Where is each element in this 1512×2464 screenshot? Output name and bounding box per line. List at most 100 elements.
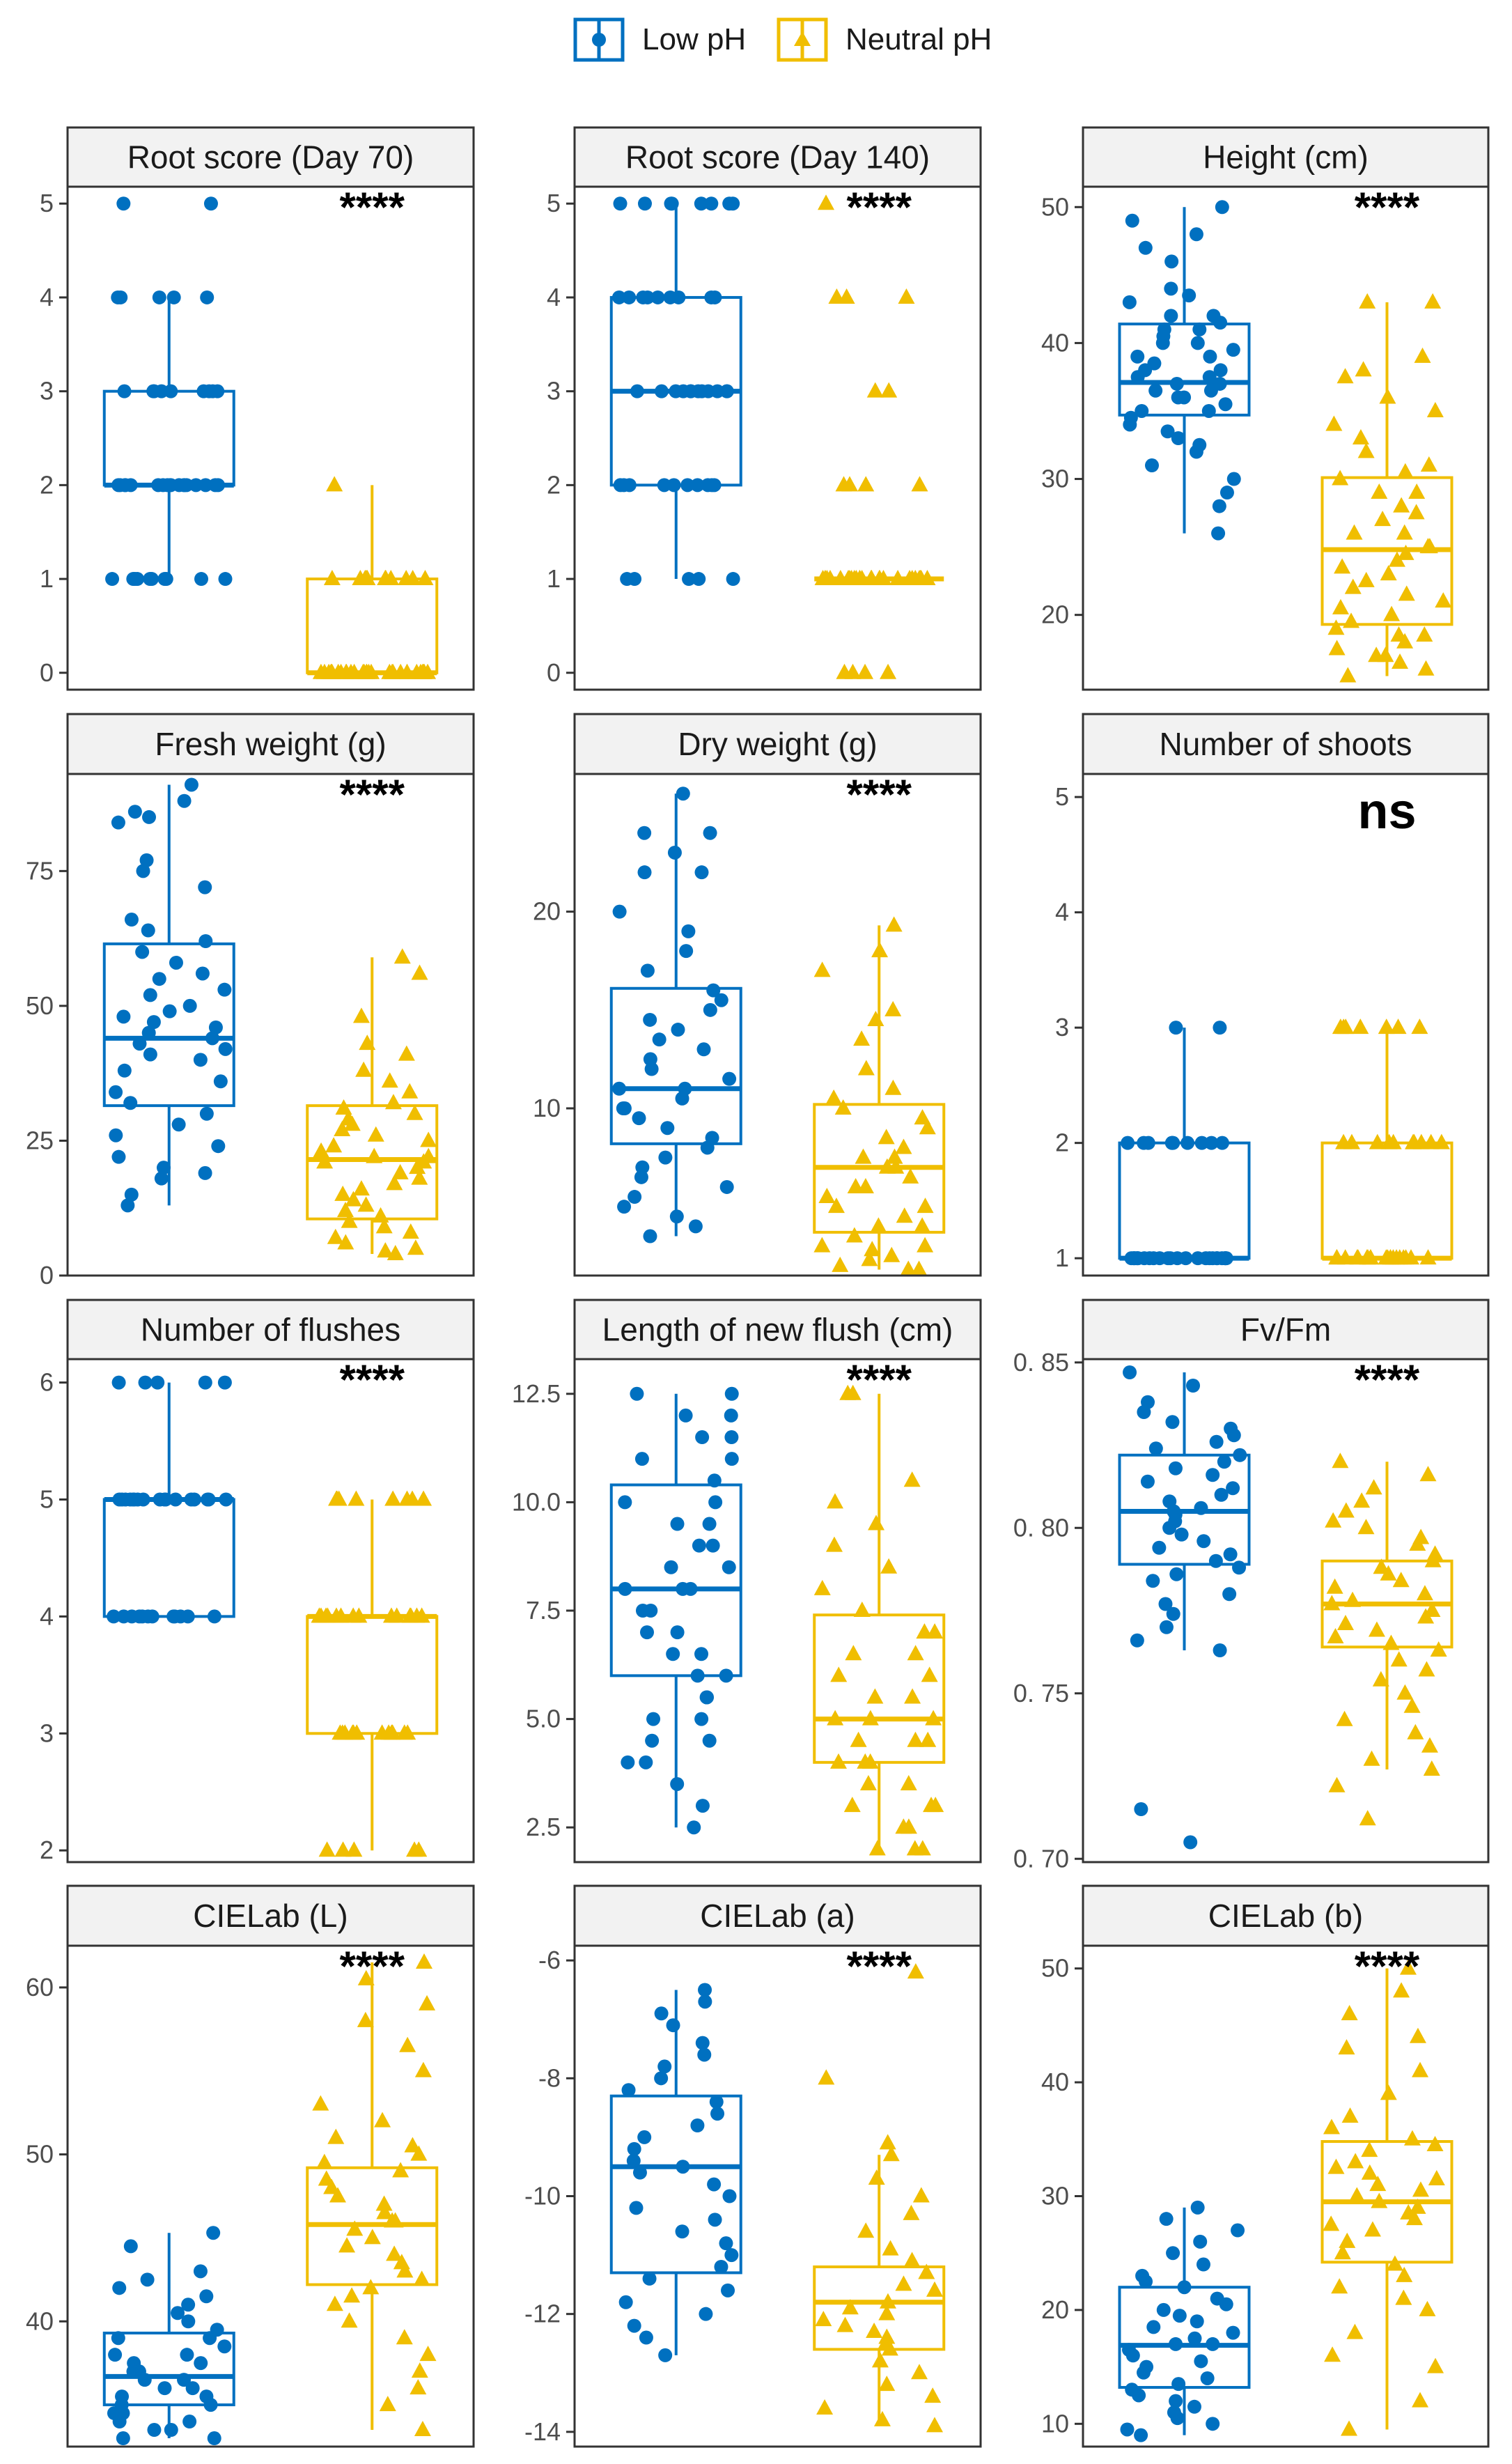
data-point [818, 570, 836, 586]
series-neutral-ph [1320, 1452, 1453, 1826]
data-point [323, 570, 341, 586]
data-point [671, 290, 686, 304]
data-point [708, 2213, 722, 2227]
data-point [1163, 1251, 1178, 1266]
series-low-ph [609, 196, 742, 587]
data-point [1402, 1249, 1419, 1265]
facet-panel-11: CIELab (a) -14 -12 -10 -8 -6 **** [524, 1884, 982, 2448]
data-point [1399, 1959, 1417, 1975]
data-point [114, 290, 128, 304]
y-tick-label: 7.5 [526, 1596, 561, 1625]
data-point [345, 1191, 362, 1207]
y-tick-label: 3 [547, 377, 561, 405]
data-point [107, 1609, 121, 1624]
data-point [354, 663, 372, 679]
data-point [1231, 2223, 1245, 2238]
data-point [1130, 349, 1145, 364]
y-tick-label: 75 [26, 856, 54, 885]
data-point [1435, 592, 1452, 608]
data-point [1200, 2371, 1215, 2385]
data-point [618, 2295, 633, 2309]
data-point [836, 2316, 854, 2332]
data-point [864, 1241, 881, 1257]
data-point [902, 1168, 919, 1184]
data-point [1219, 486, 1234, 500]
data-point [1332, 598, 1349, 614]
data-point [1130, 370, 1145, 385]
facet-strip [1082, 713, 1490, 775]
data-point [203, 2398, 218, 2412]
box [306, 1104, 439, 1221]
data-point [391, 1163, 409, 1179]
data-point [1158, 1597, 1173, 1611]
data-point [926, 2281, 944, 2297]
data-point [639, 2330, 653, 2345]
data-point [404, 1490, 421, 1506]
data-point [1123, 1365, 1137, 1379]
y-tick-label: 3 [1055, 1013, 1069, 1041]
data-point [1219, 2297, 1233, 2311]
y-tick-label: 0. 85 [1013, 1348, 1069, 1377]
data-point [826, 1493, 843, 1509]
data-point [1153, 1251, 1167, 1266]
data-point [1194, 1501, 1208, 1515]
data-point [1201, 403, 1216, 418]
data-point [676, 2160, 690, 2174]
data-point [654, 2071, 669, 2086]
data-point [185, 2381, 200, 2396]
data-point [1169, 2337, 1183, 2351]
data-point [1393, 497, 1410, 513]
data-point [1344, 578, 1362, 594]
data-point [112, 2415, 127, 2429]
data-point [203, 2331, 217, 2346]
data-point [1416, 626, 1433, 642]
data-point [841, 570, 858, 586]
data-point [396, 1724, 413, 1740]
data-point [1139, 2275, 1153, 2289]
data-point [132, 1037, 147, 1051]
facet-panel-6: Number of shoots 1 2 3 4 5 ns [1055, 713, 1490, 1277]
data-point [1335, 1018, 1353, 1035]
data-point [334, 1185, 352, 1201]
data-point [1165, 1415, 1180, 1429]
facet-strip [1082, 1299, 1490, 1361]
data-point [1428, 2169, 1445, 2185]
data-point [666, 2018, 680, 2033]
data-point [1346, 524, 1363, 540]
data-point [1209, 1434, 1224, 1449]
data-point [1380, 1565, 1397, 1581]
data-point [1332, 1452, 1349, 1469]
data-point [1418, 1661, 1435, 1677]
y-tick-label: 50 [26, 991, 54, 1020]
series-low-ph [609, 787, 742, 1243]
data-point [318, 1841, 336, 1857]
legend-item-low-ph: Low pH [571, 15, 746, 64]
significance-label: **** [847, 1943, 912, 1990]
series-low-ph [102, 196, 235, 587]
data-point [878, 2304, 896, 2320]
y-tick-label: 0 [40, 658, 54, 687]
data-point [719, 1668, 733, 1683]
data-point [643, 1229, 657, 1243]
data-point [346, 2220, 364, 2236]
data-point [132, 1609, 147, 1624]
data-point [637, 865, 652, 880]
data-point [1189, 227, 1203, 242]
data-point [706, 1538, 720, 1553]
data-point [617, 1101, 632, 1115]
data-point [1380, 2084, 1397, 2100]
data-point [381, 1072, 398, 1088]
data-point [873, 2410, 891, 2426]
series-low-ph [102, 2226, 235, 2446]
y-tick-label: 10.0 [512, 1487, 561, 1516]
data-point [696, 1042, 711, 1057]
data-point [384, 1490, 402, 1506]
data-point [213, 1074, 228, 1089]
plot-background [575, 1946, 981, 2447]
data-point [1120, 2422, 1135, 2437]
data-point [1121, 1136, 1135, 1150]
data-point [377, 570, 394, 586]
y-tick-label: -10 [524, 2182, 561, 2210]
panel-border [66, 185, 475, 691]
data-point [402, 1223, 419, 1239]
